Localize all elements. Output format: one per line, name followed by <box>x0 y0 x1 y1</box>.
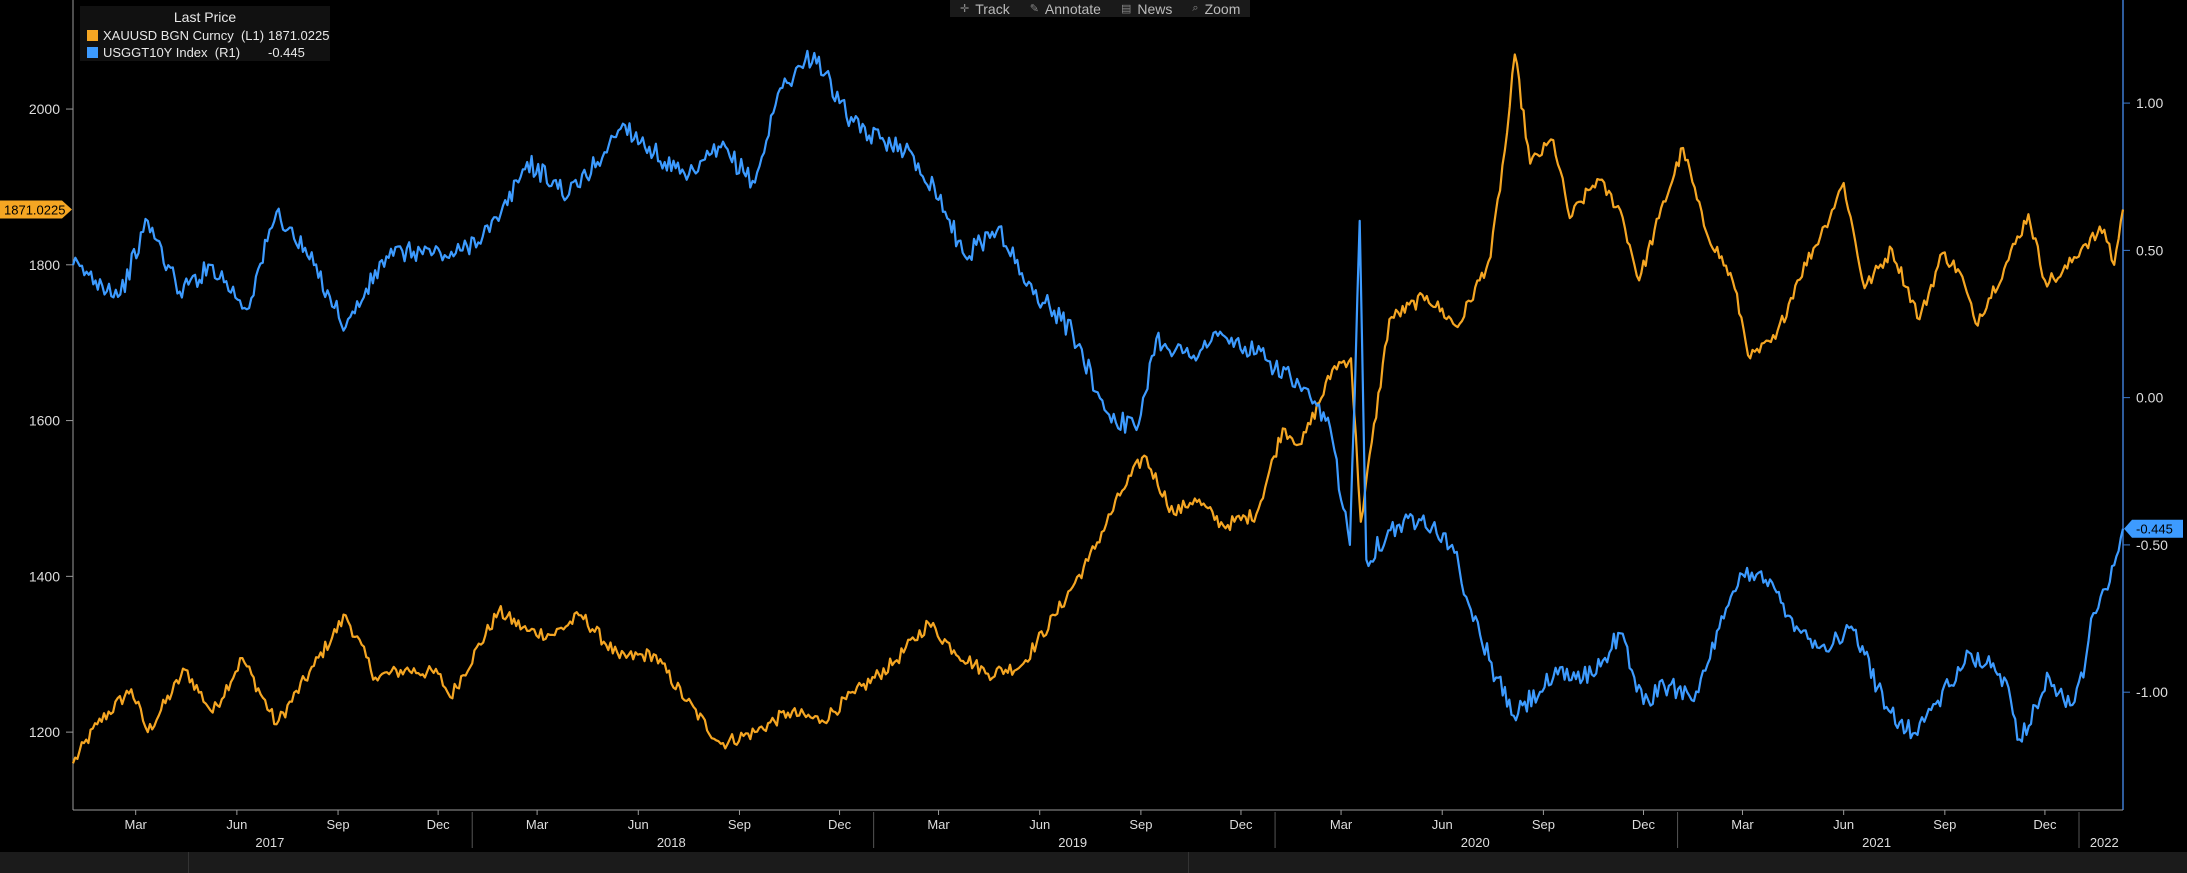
x-tick-label: Jun <box>1029 817 1050 832</box>
x-tick-label: Mar <box>1731 817 1754 832</box>
right-tick-label: -0.50 <box>2136 537 2168 553</box>
right-tick-label: 0.00 <box>2136 390 2163 406</box>
left-tick-label: 1400 <box>29 568 60 584</box>
x-axis-ticks: Mar Jun Sep Dec Mar Jun Sep Dec Mar Jun Sep Dec Mar J… <box>124 810 2119 850</box>
right-tick-label: 1.00 <box>2136 95 2163 111</box>
magnifier-icon: ⌕ <box>1192 2 1199 14</box>
legend-series-name: XAUUSD BGN Curncy (L1) <box>103 28 265 43</box>
x-year-label: 2021 <box>1862 835 1891 850</box>
axes <box>72 0 2124 811</box>
legend-series-value: 1871.0225 <box>268 28 330 43</box>
legend-title: Last Price <box>173 9 237 25</box>
yield-swatch <box>87 47 98 58</box>
left-tick-label: 1600 <box>29 413 60 429</box>
strip-divider <box>1188 852 1189 873</box>
x-year-label: 2022 <box>2090 835 2119 850</box>
strip-divider <box>188 852 189 873</box>
x-tick-label: Dec <box>427 817 451 832</box>
x-tick-label: Jun <box>628 817 649 832</box>
gold-last-value-text: 1871.0225 <box>4 202 65 217</box>
yield-line <box>71 49 2125 743</box>
x-tick-label: Sep <box>1933 817 1956 832</box>
series-layer <box>71 49 2125 764</box>
x-tick-label: Dec <box>2033 817 2057 832</box>
track-button[interactable]: ✛ Track <box>960 0 1010 17</box>
legend-entry-yield[interactable]: USGGT10Y Index (R1) -0.445 <box>80 44 330 61</box>
x-tick-label: Sep <box>326 817 349 832</box>
pencil-icon: ✎ <box>1029 3 1039 15</box>
legend-series-value: -0.445 <box>268 45 305 60</box>
x-tick-label: Jun <box>1833 817 1854 832</box>
x-tick-label: Sep <box>1129 817 1152 832</box>
x-tick-label: Sep <box>1532 817 1555 832</box>
news-button[interactable]: ▤ News <box>1120 0 1173 17</box>
x-tick-label: Mar <box>526 817 549 832</box>
gold-last-value-badge <box>0 200 72 219</box>
x-year-label: 2020 <box>1461 835 1490 850</box>
x-tick-label: Mar <box>927 817 950 832</box>
x-tick-label: Dec <box>828 817 852 832</box>
right-tick-label: -1.00 <box>2136 684 2168 700</box>
x-tick-label: Mar <box>1330 817 1353 832</box>
left-tick-label: 1200 <box>29 724 60 740</box>
x-year-label: 2017 <box>255 835 284 850</box>
left-axis-ticks: 1200 1400 1600 1800 2000 <box>29 101 73 740</box>
right-axis-ticks: 1.00 0.50 0.00 -0.50 -1.00 <box>2123 95 2168 700</box>
left-tick-label: 1800 <box>29 257 60 273</box>
gold-swatch <box>87 30 98 41</box>
x-tick-label: Mar <box>124 817 147 832</box>
legend: Last Price XAUUSD BGN Curncy (L1) 1871.0… <box>80 6 330 61</box>
yield-last-value-text: -0.445 <box>2136 522 2173 537</box>
news-icon: ▤ <box>1120 3 1132 15</box>
chart-toolbar: ✛ Track ✎ Annotate ▤ News ⌕ Zoom <box>950 0 1251 17</box>
bottom-status-strip <box>0 852 2187 873</box>
x-year-label: 2019 <box>1058 835 1087 850</box>
last-value-badges: 1871.0225 -0.445 <box>0 200 2183 538</box>
yield-last-value-badge <box>2124 519 2183 538</box>
x-tick-label: Jun <box>1432 817 1453 832</box>
left-tick-label: 2000 <box>29 101 60 117</box>
legend-series-name: USGGT10Y Index (R1) <box>103 45 241 60</box>
year-separators <box>471 812 2080 848</box>
right-tick-label: 0.50 <box>2136 242 2163 258</box>
crosshair-icon: ✛ <box>960 3 970 15</box>
gold-price-line <box>71 53 2125 764</box>
zoom-button[interactable]: ⌕ Zoom <box>1192 0 1241 17</box>
legend-entry-gold[interactable]: XAUUSD BGN Curncy (L1) 1871.0225 <box>80 27 330 44</box>
x-tick-label: Sep <box>728 817 751 832</box>
x-tick-label: Dec <box>1632 817 1656 832</box>
x-tick-label: Dec <box>1229 817 1253 832</box>
x-year-label: 2018 <box>657 835 686 850</box>
x-tick-label: Jun <box>226 817 247 832</box>
annotate-button[interactable]: ✎ Annotate <box>1029 0 1101 17</box>
